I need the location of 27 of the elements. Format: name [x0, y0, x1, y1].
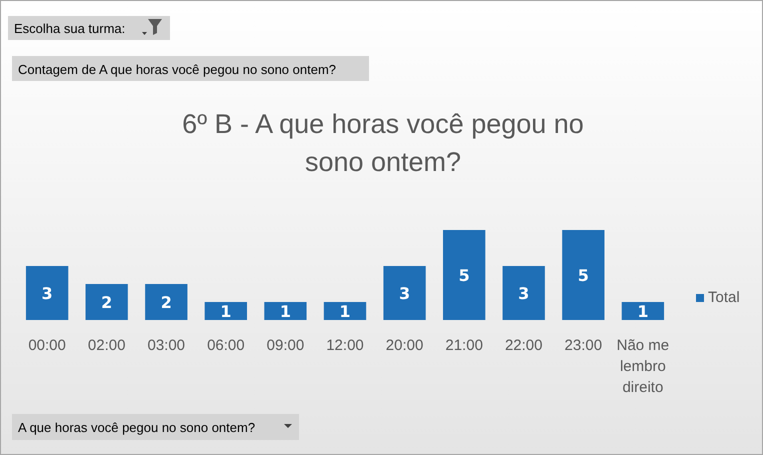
data-label: 1 — [339, 302, 351, 321]
data-label: 2 — [160, 293, 172, 312]
x-tick-label: Não me lembro direito — [616, 337, 670, 396]
x-tick-label: 21:00 — [445, 337, 483, 354]
data-label: 3 — [399, 284, 410, 303]
chart-title: 6º B - A que horas você pegou no sono ontem? — [182, 109, 584, 177]
data-label: 1 — [280, 302, 291, 321]
x-tick-label: 20:00 — [386, 337, 424, 354]
data-label: 5 — [578, 266, 589, 285]
data-label: 2 — [101, 293, 112, 312]
data-label: 5 — [458, 266, 470, 285]
x-tick-label: 06:00 — [207, 337, 245, 354]
x-tick-label: 02:00 — [88, 337, 126, 354]
text: A que horas você pegou no sono ontem? — [18, 420, 256, 435]
data-label: 3 — [518, 284, 530, 303]
data-label: 1 — [220, 302, 232, 321]
text: Escolha sua turma: — [14, 21, 126, 36]
x-tick-label: 23:00 — [564, 337, 602, 354]
text: Contagem de A que horas você pegou no sono ontem? — [18, 62, 336, 77]
x-tick-label: 12:00 — [326, 337, 364, 354]
data-label: 1 — [637, 302, 648, 321]
x-tick-label: 03:00 — [147, 337, 186, 354]
legend-label: Total — [708, 289, 740, 306]
data-label: 3 — [42, 284, 53, 303]
x-tick-label: 00:00 — [28, 337, 66, 354]
x-tick-label: 22:00 — [504, 337, 543, 354]
x-tick-label: 09:00 — [266, 337, 304, 354]
